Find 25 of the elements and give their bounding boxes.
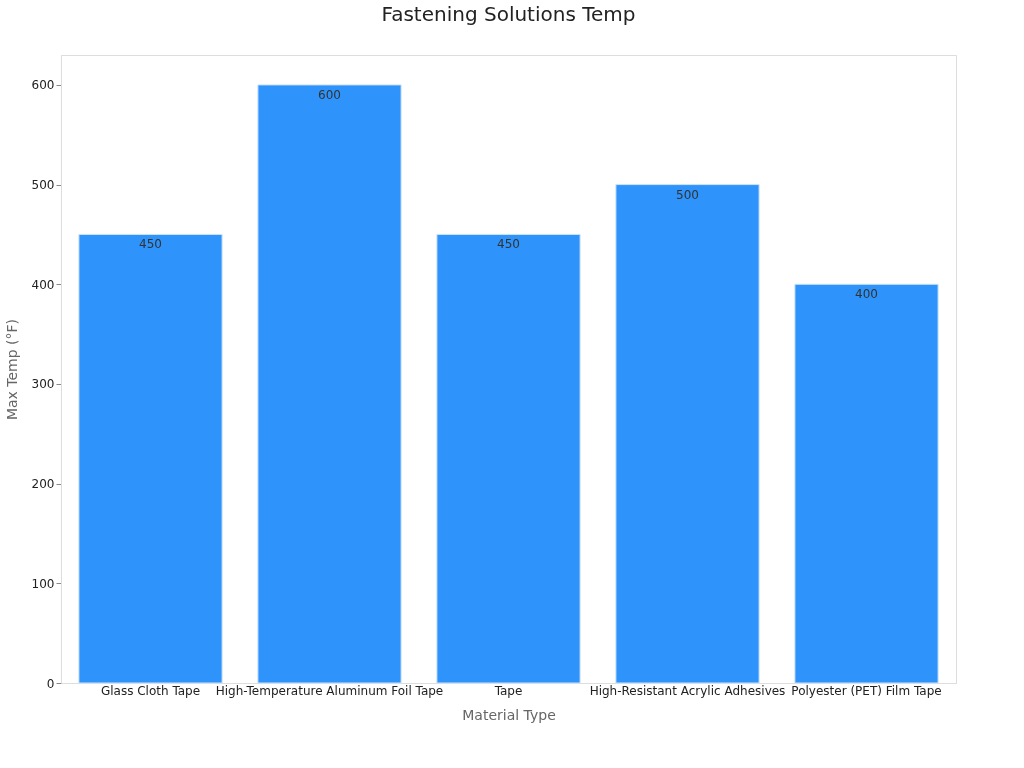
data-label: 500 [676, 187, 699, 202]
y-tick-label: 100 [31, 576, 55, 591]
y-tick-label: 0 [46, 676, 55, 691]
bar [257, 84, 402, 684]
bar [794, 283, 939, 684]
data-label: 400 [855, 287, 878, 302]
data-label: 600 [318, 87, 341, 102]
bar [615, 184, 760, 684]
y-tick-label: 500 [31, 178, 55, 193]
y-tick-label: 600 [31, 78, 55, 93]
x-tick-label: High-Resistant Acrylic Adhesives [589, 683, 786, 698]
data-label: 450 [497, 237, 520, 252]
chart-title: Fastening Solutions Temp [381, 2, 636, 26]
y-tick-label: 200 [31, 477, 55, 492]
bar [78, 233, 223, 684]
y-axis-title: Max Temp (°F) [3, 318, 20, 421]
x-tick-label: High-Temperature Aluminum Foil Tape [215, 683, 444, 698]
y-tick-label: 400 [31, 277, 55, 292]
x-tick-label: Tape [493, 683, 523, 698]
y-tick-label: 300 [31, 377, 55, 392]
x-tick-label: Glass Cloth Tape [100, 683, 201, 698]
x-tick-label: Polyester (PET) Film Tape [791, 683, 942, 698]
bar [436, 233, 581, 684]
x-axis-title: Material Type [462, 706, 556, 723]
data-label: 450 [139, 237, 162, 252]
